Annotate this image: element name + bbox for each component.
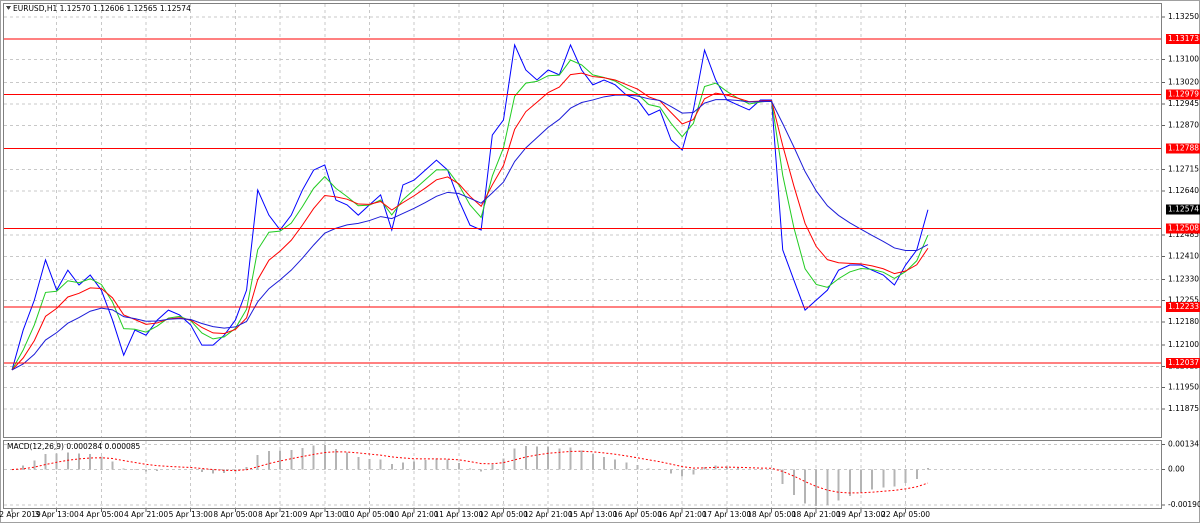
level-label: 1.13173: [1168, 34, 1199, 43]
level-label-bg: [1166, 33, 1200, 44]
x-tick-label: 19 Apr 13:00: [836, 510, 885, 519]
y-tick-label: 1.12255: [1168, 296, 1199, 305]
x-tick-label: 18 Apr 05:00: [747, 510, 796, 519]
level-label-bg: [1166, 143, 1200, 154]
y-tick-label: 1.11950: [1168, 383, 1199, 392]
x-tick-label: 8 Apr 05:00: [213, 510, 257, 519]
y-tick-label: 1.11875: [1168, 404, 1199, 413]
current-price-bg: [1166, 204, 1200, 215]
level-label: 1.12037: [1168, 358, 1199, 367]
y-tick-label: 1.12640: [1168, 186, 1199, 195]
main-panel-frame: [3, 3, 1162, 438]
level-label: 1.12508: [1168, 224, 1199, 233]
x-tick-label: 16 Apr 21:00: [658, 510, 707, 519]
y-tick-label: 1.12945: [1168, 99, 1199, 108]
x-tick-label: 22 Apr 05:00: [881, 510, 930, 519]
y-tick-label: 1.13100: [1168, 55, 1199, 64]
level-label-bg: [1166, 89, 1200, 100]
x-tick-label: 12 Apr 21:00: [524, 510, 573, 519]
x-tick-label: 3 Apr 13:00: [35, 510, 79, 519]
level-label-bg: [1166, 223, 1200, 234]
plot-layer: [4, 38, 1162, 507]
x-tick-label: 11 Apr 13:00: [434, 510, 483, 519]
x-tick-label: 4 Apr 05:00: [79, 510, 123, 519]
level-label: 1.12788: [1168, 144, 1199, 153]
x-tick-label: 2 Apr 2019: [0, 510, 41, 519]
x-tick-label: 4 Apr 21:00: [124, 510, 168, 519]
macd-panel-frame: [3, 440, 1162, 509]
x-tick-label: 17 Apr 13:00: [702, 510, 751, 519]
chart-title: EURUSD,H1 1.12570 1.12606 1.12565 1.1257…: [13, 4, 191, 13]
current-price-label: 1.12574: [1168, 205, 1199, 214]
level-label: 1.12233: [1168, 302, 1199, 311]
grid-layer: [4, 4, 1162, 508]
moving-average: [11, 94, 929, 371]
level-label-bg: [1166, 357, 1200, 368]
y-tick-label: 1.12100: [1168, 340, 1199, 349]
y-tick-label: 1.12180: [1168, 317, 1199, 326]
y-tick-label: 1.13020: [1168, 78, 1199, 87]
x-tick-label: 15 Apr 13:00: [568, 510, 617, 519]
x-tick-label: 10 Apr 05:00: [345, 510, 394, 519]
y-tick-label: -0.001904: [1168, 500, 1200, 509]
axis-layer: 1.13250 1.13100 1.13020 1.12945 1.12870 1.127…: [0, 12, 1200, 519]
y-tick-label: 1.12485: [1168, 230, 1199, 239]
x-tick-label: 9 Apr 13:00: [303, 510, 347, 519]
macd-title: MACD(12,26,9) 0.000284 0.000085: [7, 442, 141, 451]
x-tick-label: 8 Apr 21:00: [258, 510, 302, 519]
x-tick-label: 18 Apr 21:00: [792, 510, 841, 519]
y-tick-label: 0.001347: [1168, 439, 1200, 448]
price-line: [11, 43, 929, 371]
x-tick-label: 16 Apr 05:00: [613, 510, 662, 519]
y-tick-label: 1.12410: [1168, 252, 1199, 261]
level-label-bg: [1166, 301, 1200, 312]
y-tick-label: 1.12330: [1168, 274, 1199, 283]
x-tick-label: 10 Apr 21:00: [390, 510, 439, 519]
x-tick-label: 5 Apr 13:00: [169, 510, 213, 519]
y-tick-label: 0.00: [1168, 465, 1185, 474]
menu-arrow[interactable]: [6, 6, 11, 10]
level-label: 1.12979: [1168, 89, 1199, 98]
y-tick-label: 1.13250: [1168, 12, 1199, 21]
x-tick-label: 12 Apr 05:00: [479, 510, 528, 519]
y-tick-label: 1.12715: [1168, 165, 1199, 174]
y-tick-label: 1.12870: [1168, 120, 1199, 129]
